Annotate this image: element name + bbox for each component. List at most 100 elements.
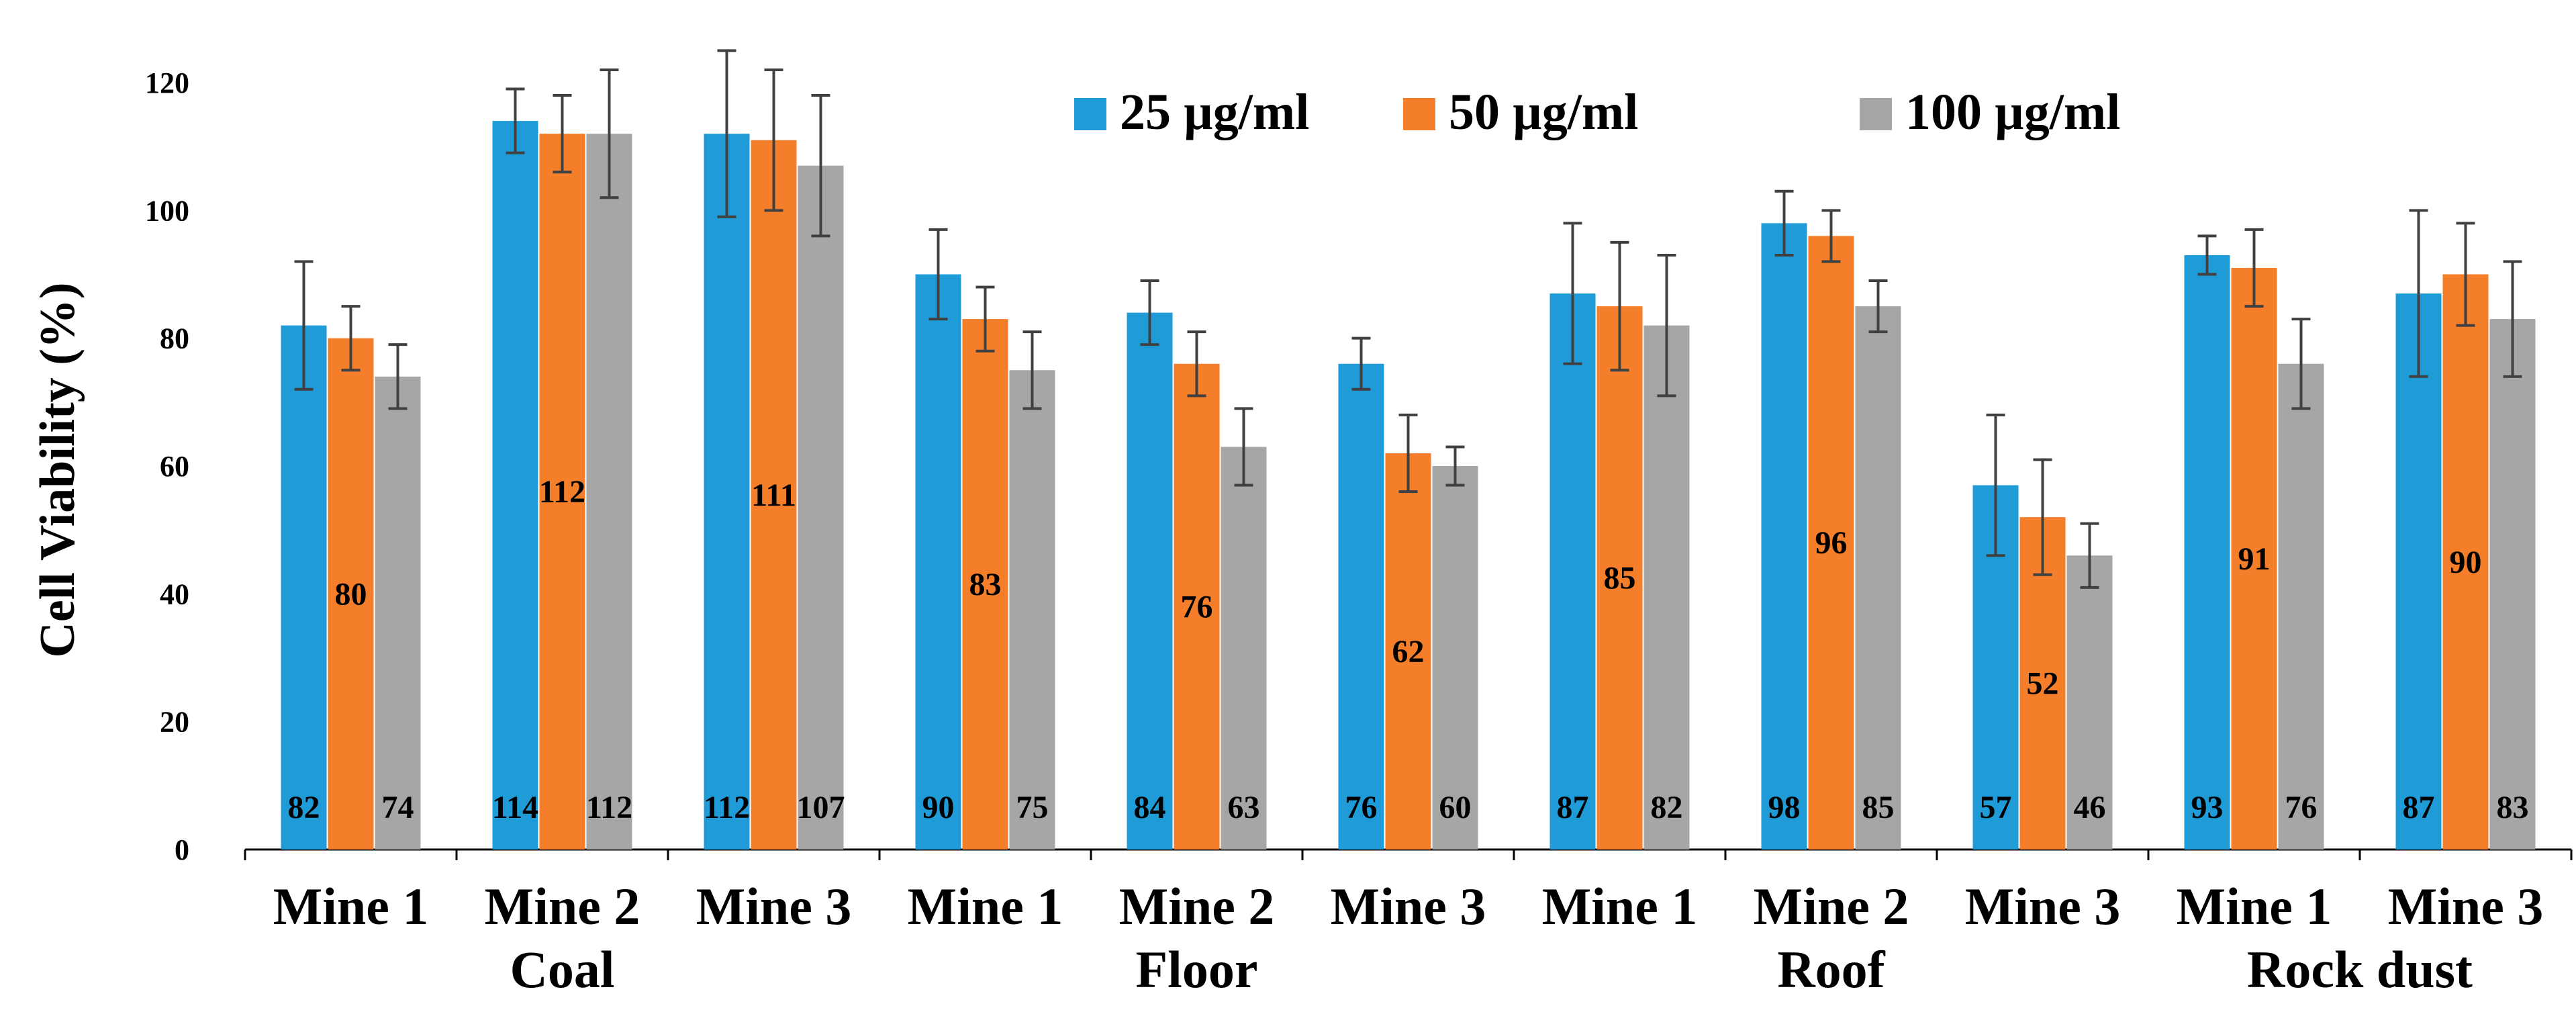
bar [751,140,797,850]
legend-label: 50 µg/ml [1449,84,1638,140]
category-label: Mine 1 [908,877,1063,935]
bar [2489,319,2536,850]
data-labels: 82 114 112 90 84 76 87 98 57 93 87 80 112 111 83 76 62 85… [288,474,2529,825]
data-label: 62 [1392,634,1425,670]
bars [281,121,2536,850]
category-label: Mine 3 [2388,877,2544,935]
bar [915,274,961,850]
y-tick-label: 80 [160,322,189,355]
data-label: 52 [2027,666,2059,702]
data-label: 76 [2285,790,2318,825]
category-label: Mine 1 [1542,877,1698,935]
legend-label: 100 µg/ml [1905,84,2120,140]
data-label: 112 [586,790,632,825]
group-label: Roof [1777,940,1885,999]
data-label: 90 [922,790,955,825]
bar [1596,306,1643,850]
data-label: 90 [2450,545,2482,580]
category-label: Mine 1 [2177,877,2332,935]
data-label: 46 [2074,790,2106,825]
y-tick-label: 100 [145,194,189,227]
bar [962,319,1008,850]
y-axis-title: Cell Viability (%) [30,282,85,657]
bar [586,134,632,850]
data-label: 91 [2238,541,2271,577]
data-label: 112 [539,474,585,510]
data-label: 87 [1557,790,1589,825]
data-label: 96 [1815,525,1848,561]
y-tick-label: 20 [160,706,189,739]
category-label: Mine 2 [1119,877,1275,935]
data-label: 87 [2403,790,2435,825]
category-label: Mine 3 [1965,877,2121,935]
bar [328,338,374,850]
data-label: 85 [1862,790,1895,825]
data-label: 93 [2191,790,2224,825]
bar [704,134,750,850]
bar [1385,453,1431,850]
y-tick-label: 120 [145,66,189,99]
bar [375,376,421,850]
data-label: 112 [704,790,750,825]
y-axis: 0 20 40 60 80 100 120 [145,66,189,866]
category-label: Mine 3 [1331,877,1486,935]
bar [1174,363,1220,850]
legend-swatch [1074,98,1106,130]
legend: 25 µg/ml 50 µg/ml 100 µg/ml [1074,84,2120,140]
legend-swatch [1860,98,1892,130]
bar [492,121,538,850]
data-label: 111 [751,477,796,513]
bar [2278,363,2324,850]
data-label: 84 [1134,790,1166,825]
category-label: Mine 2 [1754,877,1909,935]
bar [281,325,327,850]
category-label: Mine 3 [696,877,852,935]
y-tick-label: 0 [175,833,189,866]
bar [1338,363,1384,850]
category-label: Mine 1 [273,877,429,935]
bar [1643,325,1690,850]
y-tick-label: 40 [160,578,189,610]
bar [798,165,844,850]
bar [1432,466,1478,850]
bar [1549,293,1596,850]
bar [2442,274,2489,850]
data-label: 82 [1651,790,1683,825]
data-label: 57 [1980,790,2012,825]
data-label: 75 [1016,790,1049,825]
data-label: 63 [1228,790,1260,825]
bar [1761,223,1807,850]
data-label: 107 [797,790,845,825]
data-label: 114 [492,790,538,825]
bar [1855,306,1901,850]
group-label: Rock dust [2247,940,2473,999]
bar [2184,255,2230,850]
group-label: Floor [1136,940,1258,999]
data-label: 98 [1768,790,1801,825]
y-tick-label: 60 [160,450,189,483]
bar [2066,555,2113,850]
data-label: 85 [1604,561,1636,596]
legend-label: 25 µg/ml [1120,84,1309,140]
bar [2395,293,2442,850]
bar [1009,370,1055,850]
data-label: 80 [335,576,367,612]
bar [1127,312,1173,850]
data-label: 76 [1345,790,1378,825]
data-label: 60 [1439,790,1472,825]
data-label: 76 [1181,589,1213,625]
data-label: 83 [2497,790,2529,825]
bar [1808,236,1854,850]
data-label: 74 [382,790,414,825]
category-label: Mine 2 [485,877,640,935]
x-axis: Mine 1 Mine 2 Mine 3 Mine 1 Mine 2 Mine 3 Mine… [244,848,2573,999]
data-label: 83 [969,567,1002,602]
bar [2231,267,2277,850]
error-bars [294,49,2522,589]
group-label: Coal [510,940,615,999]
bar [1221,447,1267,850]
bar [539,134,585,850]
data-label: 82 [288,790,320,825]
legend-swatch [1403,98,1435,130]
